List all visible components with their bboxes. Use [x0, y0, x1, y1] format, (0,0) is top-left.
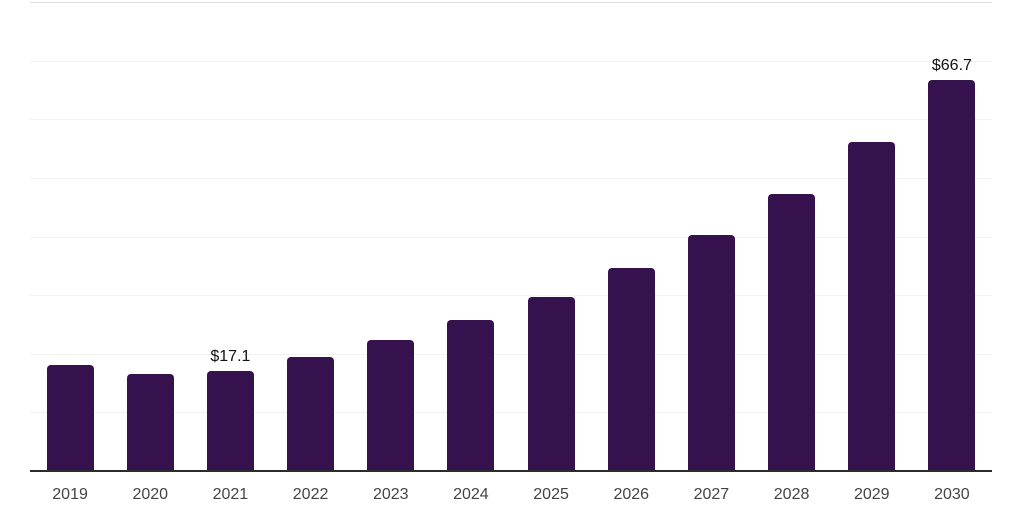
bar-2020 — [126, 374, 174, 471]
gridline-70 — [30, 60, 992, 62]
x-tick-label-2024: 2024 — [453, 486, 489, 503]
gridline-10 — [30, 412, 992, 414]
bar-value-label-2030: $66.7 — [931, 56, 972, 74]
x-tick-label-2030: 2030 — [934, 486, 970, 503]
x-tick-label-2023: 2023 — [372, 486, 409, 503]
bar-2029 — [848, 142, 896, 471]
bar-2021 — [206, 370, 254, 471]
gridline-50 — [30, 177, 992, 179]
x-tick-label-2025: 2025 — [533, 486, 569, 503]
bar-2026 — [607, 268, 655, 471]
x-tick-label-2022: 2022 — [292, 486, 329, 503]
bar-2023 — [367, 339, 415, 471]
gridline-40 — [30, 236, 992, 238]
x-tick-label-2021: 2021 — [212, 486, 249, 503]
bar-2028 — [768, 193, 816, 471]
gridline-80 — [30, 2, 992, 3]
x-tick-label-2020: 2020 — [132, 486, 169, 503]
bar-value-label-2021: $17.1 — [210, 347, 251, 365]
bar-2022 — [287, 356, 335, 471]
bar-2030 — [928, 79, 976, 471]
x-tick-label-2019: 2019 — [52, 486, 88, 503]
gridline-20 — [30, 353, 992, 355]
x-axis-line — [30, 470, 992, 472]
gridline-60 — [30, 119, 992, 121]
bar-2024 — [447, 320, 495, 471]
bar-2019 — [46, 365, 94, 471]
gridline-30 — [30, 295, 992, 297]
x-tick-label-2026: 2026 — [613, 486, 650, 503]
bar-2027 — [687, 235, 735, 471]
x-tick-label-2027: 2027 — [693, 486, 730, 503]
x-tick-label-2028: 2028 — [773, 486, 810, 503]
plot-area: $17.1 $66.7 2019 2020 2021 2022 2023 2024 2025 2… — [30, 2, 992, 503]
x-tick-label-2029: 2029 — [853, 486, 890, 503]
bar-2025 — [527, 297, 575, 471]
